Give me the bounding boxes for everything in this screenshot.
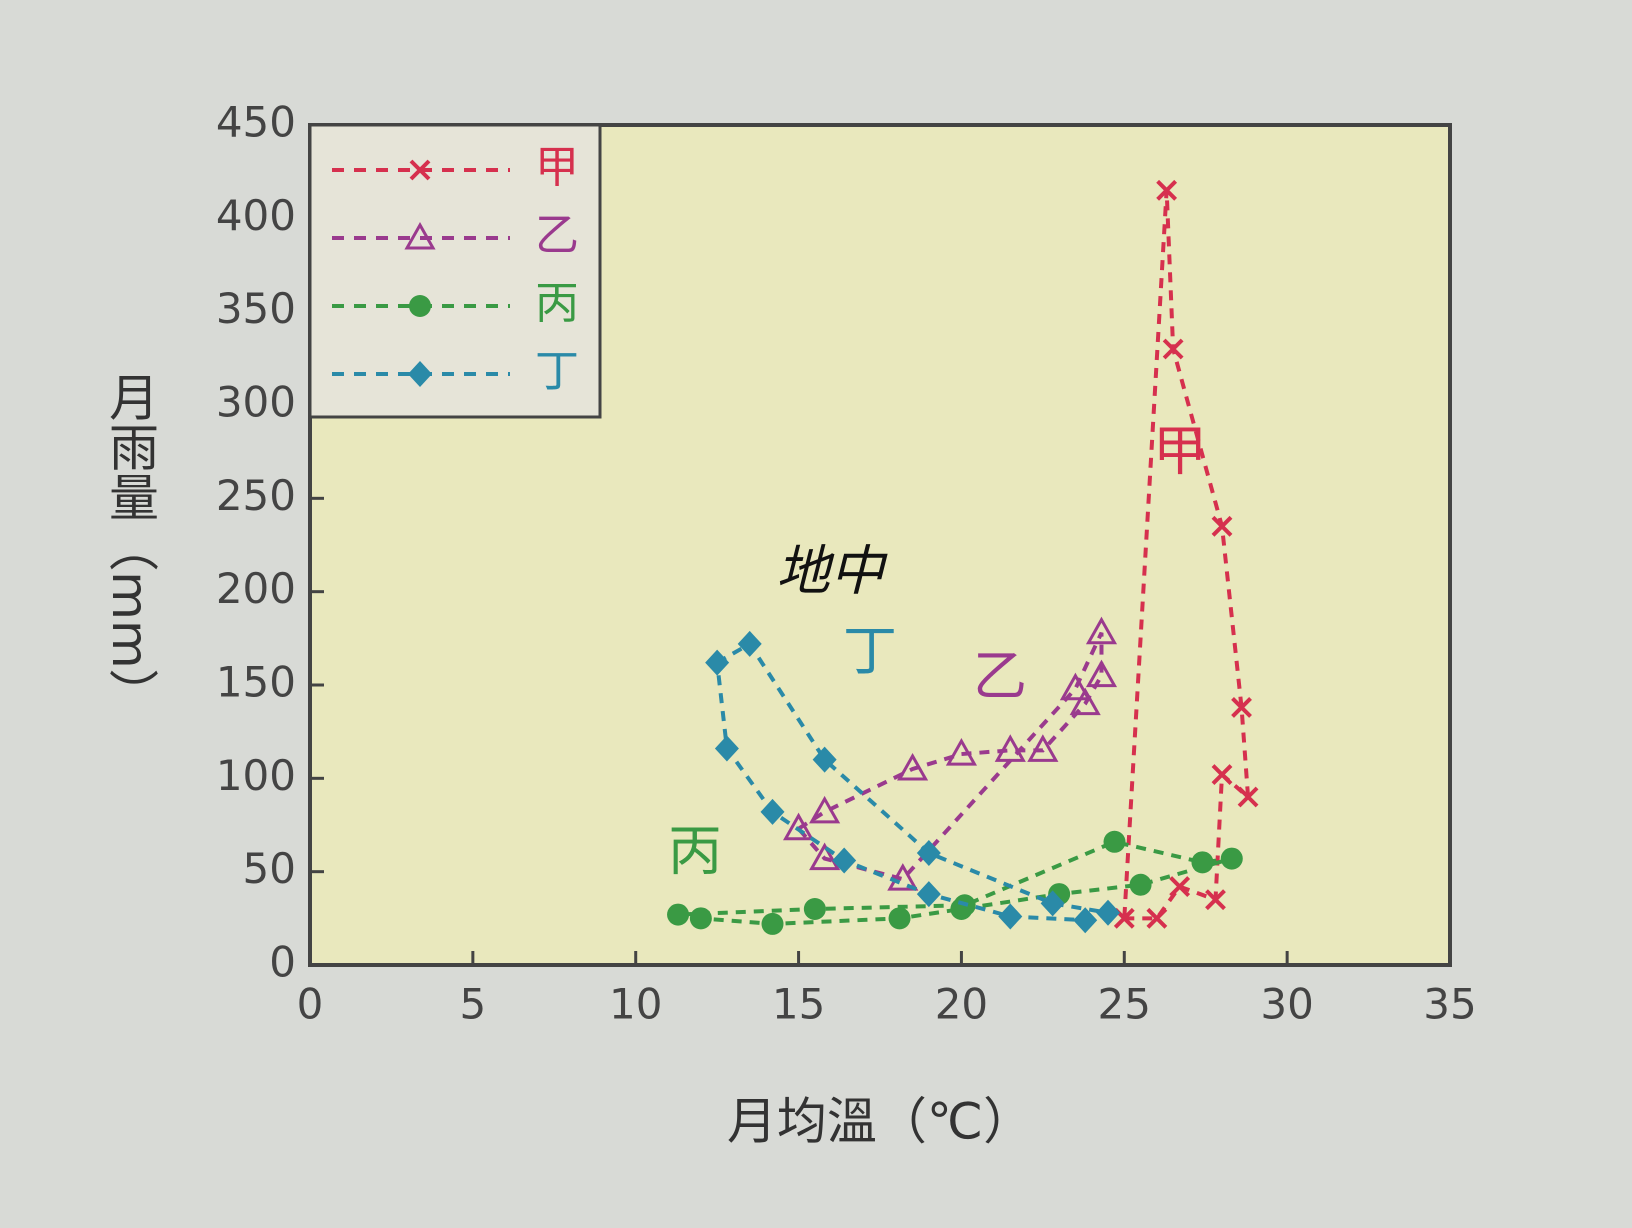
marker-triangle <box>1059 672 1092 701</box>
annotation: 甲 <box>1153 420 1207 483</box>
y-tick-label: 350 <box>216 284 296 333</box>
x-tick-label: 10 <box>609 980 662 1029</box>
marker-circle <box>1220 847 1243 870</box>
x-tick-label: 5 <box>459 980 486 1029</box>
series-line <box>1122 190 1251 921</box>
x-tick-label: 30 <box>1260 980 1313 1029</box>
marker-triangle <box>897 752 929 781</box>
series <box>705 630 1120 934</box>
marker-cross <box>1169 876 1191 898</box>
annotation: 地中 <box>776 540 888 603</box>
y-tick-label: 450 <box>216 98 296 147</box>
series-line <box>795 631 1104 882</box>
marker-triangle <box>1027 734 1059 762</box>
marker-cross <box>1237 786 1259 808</box>
marker-cross <box>1231 696 1252 718</box>
marker-triangle <box>945 738 977 766</box>
y-tick-label: 50 <box>243 844 296 893</box>
marker-diamond <box>1073 907 1098 934</box>
y-tick-label: 150 <box>216 658 296 707</box>
marker-circle <box>667 903 690 926</box>
x-axis-title: 月均溫（℃） <box>727 1093 1033 1151</box>
annotation: 丙 <box>668 820 722 883</box>
marker-triangle <box>783 812 815 841</box>
marker-cross <box>1211 515 1233 537</box>
marker-circle <box>888 907 911 930</box>
marker-circle <box>1129 873 1152 896</box>
marker-triangle <box>994 734 1026 762</box>
legend-marker <box>409 295 431 317</box>
marker-circle <box>1191 851 1214 874</box>
marker-cross <box>1162 338 1184 360</box>
marker-diamond <box>998 903 1023 930</box>
marker-cross <box>1156 179 1178 201</box>
annotation: 丁 <box>843 620 897 683</box>
marker-diamond <box>832 847 857 874</box>
y-tick-label: 100 <box>216 751 296 800</box>
legend-marker <box>408 361 432 387</box>
marker-cross <box>1205 889 1226 911</box>
marker-cross <box>1146 907 1168 929</box>
marker-diamond <box>705 649 730 676</box>
x-tick-label: 25 <box>1098 980 1151 1029</box>
marker-diamond <box>916 840 941 866</box>
marker-circle <box>689 907 712 930</box>
marker-triangle <box>1069 687 1101 716</box>
marker-cross <box>1211 764 1233 786</box>
legend-box <box>308 123 602 419</box>
legend-marker <box>409 159 431 181</box>
legend-label: 甲 <box>535 142 579 193</box>
x-tick-label: 15 <box>772 980 825 1029</box>
y-tick-label: 400 <box>216 191 296 240</box>
marker-circle <box>1103 830 1126 853</box>
marker-diamond <box>760 798 785 825</box>
y-tick-label: 300 <box>216 378 296 427</box>
legend-label: 丁 <box>535 346 579 397</box>
legend-marker <box>404 221 436 250</box>
marker-diamond <box>1040 890 1065 917</box>
y-axis-title: 月雨量（mm） <box>101 371 159 718</box>
series <box>783 616 1118 891</box>
marker-diamond <box>812 746 837 773</box>
y-tick-label: 200 <box>216 564 296 613</box>
y-tick-label: 0 <box>269 938 296 987</box>
series <box>1113 179 1259 929</box>
marker-diamond <box>916 881 941 908</box>
x-tick-label: 0 <box>297 980 324 1029</box>
marker-triangle <box>1085 659 1118 688</box>
legend-label: 丙 <box>535 278 579 329</box>
annotation: 乙 <box>973 645 1027 708</box>
legend-label: 乙 <box>535 210 579 261</box>
x-tick-label: 35 <box>1423 980 1476 1029</box>
marker-diamond <box>737 630 762 657</box>
marker-triangle <box>809 795 841 824</box>
marker-triangle <box>1085 616 1118 645</box>
series <box>667 830 1243 935</box>
y-tick-label: 250 <box>216 471 296 520</box>
marker-diamond <box>714 735 739 762</box>
marker-triangle <box>809 842 841 871</box>
marker-triangle <box>887 863 919 891</box>
x-tick-label: 20 <box>935 980 988 1029</box>
marker-diamond <box>1096 899 1120 926</box>
marker-circle <box>761 912 784 935</box>
marker-circle <box>803 898 826 920</box>
